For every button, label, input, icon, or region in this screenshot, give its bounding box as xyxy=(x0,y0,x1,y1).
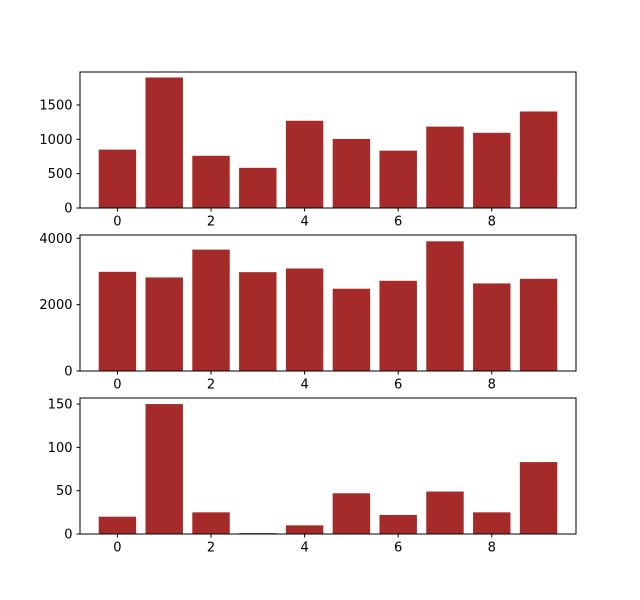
axes-frame xyxy=(79,234,577,372)
y-tick-label: 0 xyxy=(64,528,72,543)
bar xyxy=(98,149,137,208)
bar xyxy=(145,277,183,371)
x-tick-label: 2 xyxy=(207,541,215,556)
x-tick-label: 4 xyxy=(300,378,308,393)
x-tick-label: 6 xyxy=(394,541,402,556)
bar xyxy=(145,404,183,534)
x-tick-label: 4 xyxy=(300,215,308,230)
bar xyxy=(285,268,324,371)
bar xyxy=(239,272,277,371)
x-tick-label: 2 xyxy=(207,378,215,393)
x-tick-label: 0 xyxy=(113,541,121,556)
bar xyxy=(519,278,558,371)
x-tick-label: 6 xyxy=(394,215,402,230)
axes-frame xyxy=(79,71,577,209)
y-tick-label: 4000 xyxy=(39,232,72,247)
axes-frame xyxy=(79,397,577,535)
bar xyxy=(332,288,371,371)
bar xyxy=(473,512,511,534)
x-tick-label: 8 xyxy=(488,215,496,230)
bar xyxy=(426,241,464,371)
x-tick-label: 0 xyxy=(113,378,121,393)
bar xyxy=(473,283,511,371)
bar xyxy=(379,150,417,208)
y-tick-label: 2000 xyxy=(39,298,72,313)
bar xyxy=(285,120,324,208)
x-tick-label: 8 xyxy=(488,541,496,556)
bar xyxy=(519,111,558,208)
x-tick-label: 2 xyxy=(207,215,215,230)
subplot-3: 0 2 4 6 8 0 50 100 150 xyxy=(48,397,577,556)
bar xyxy=(192,249,230,371)
bar xyxy=(98,516,137,534)
x-tick-label: 6 xyxy=(394,378,402,393)
x-tick-label: 8 xyxy=(488,378,496,393)
y-tick-label: 1000 xyxy=(39,133,72,148)
bar xyxy=(379,280,417,371)
bar xyxy=(332,493,371,534)
x-tick-label: 0 xyxy=(113,215,121,230)
y-tick-label: 1500 xyxy=(39,98,72,113)
y-tick-label: 0 xyxy=(64,202,72,217)
bar xyxy=(426,126,464,208)
y-tick-label: 50 xyxy=(56,484,73,499)
bar xyxy=(145,77,183,209)
subplot-2: 0 2 4 6 8 0 2000 4000 xyxy=(39,232,577,393)
bar xyxy=(379,514,417,534)
bar xyxy=(98,271,137,371)
bar xyxy=(426,491,464,534)
bar xyxy=(332,138,371,208)
y-tick-label: 500 xyxy=(48,167,73,182)
bar xyxy=(239,167,277,208)
y-tick-label: 150 xyxy=(48,398,73,413)
bar xyxy=(192,512,230,534)
bar xyxy=(519,462,558,534)
bar xyxy=(473,132,511,208)
bar xyxy=(285,525,324,534)
x-tick-label: 4 xyxy=(300,541,308,556)
y-tick-label: 0 xyxy=(64,365,72,380)
y-tick-label: 100 xyxy=(48,441,73,456)
bar xyxy=(192,155,230,208)
subplot-1: 0 2 4 6 8 0 500 1000 1500 xyxy=(39,71,577,230)
